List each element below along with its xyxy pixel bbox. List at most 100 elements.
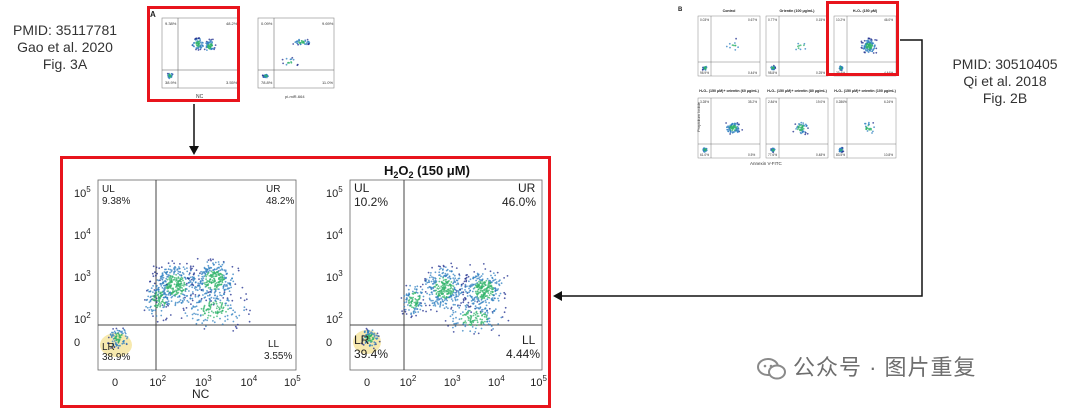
zoom-left-dot bbox=[199, 286, 202, 289]
right-thumb-lr-value: 77.6% bbox=[768, 153, 777, 157]
zoom-right-dot bbox=[462, 293, 464, 296]
right-thumb-dot bbox=[795, 48, 797, 51]
zoom-left-dot bbox=[207, 264, 210, 267]
zoom-left-dot bbox=[163, 296, 165, 299]
right-thumb-dot bbox=[804, 123, 807, 126]
zoom-left-dot bbox=[202, 308, 205, 311]
zoom-right-dot bbox=[492, 272, 495, 274]
zoomed-comparison-box bbox=[60, 156, 551, 408]
zoom-left-dot bbox=[121, 342, 124, 345]
right-thumb-ur-value: 6.24% bbox=[884, 100, 893, 104]
zoom-left-dot bbox=[213, 321, 216, 324]
zoom-right-dot bbox=[461, 287, 463, 290]
zoom-right-dot bbox=[440, 275, 442, 278]
right-thumb-dot bbox=[868, 41, 870, 43]
right-thumb-dot bbox=[874, 39, 876, 41]
right-thumb-dot bbox=[804, 133, 807, 136]
zoom-right-dot bbox=[482, 263, 485, 265]
zoom-left-dot bbox=[193, 312, 196, 315]
zoom-left-dot bbox=[170, 269, 173, 272]
zoom-right-dot bbox=[490, 325, 493, 327]
zoom-left-dot bbox=[152, 275, 155, 278]
zoom-left-dot bbox=[201, 275, 204, 278]
zoom-right-dot bbox=[462, 314, 464, 317]
zoom-left-dot bbox=[224, 302, 227, 305]
zoom-left-dot bbox=[110, 336, 113, 339]
zoom-left-dot bbox=[214, 311, 217, 313]
zoom-right-dot bbox=[439, 305, 441, 308]
left-thumb-2-dot bbox=[264, 75, 266, 78]
zoom-left-dot bbox=[115, 343, 118, 346]
zoom-right-dot bbox=[414, 302, 417, 304]
zoom-right-dot bbox=[459, 288, 462, 291]
zoom-right-dot bbox=[465, 276, 468, 279]
zoom-left-dot bbox=[116, 332, 119, 335]
zoom-left-dot bbox=[203, 297, 206, 299]
zoom-left-ul-value: 9.38% bbox=[102, 196, 130, 207]
right-thumb-dot bbox=[873, 47, 876, 50]
zoom-left-dot bbox=[175, 290, 178, 293]
zoom-left-dot bbox=[190, 278, 193, 281]
zoom-left-dot bbox=[195, 286, 198, 289]
zoom-right-dot bbox=[478, 284, 480, 286]
zoom-right-dot bbox=[464, 286, 467, 289]
right-thumb-dot bbox=[873, 126, 875, 129]
zoom-left-dot bbox=[205, 281, 207, 284]
zoom-right-dot bbox=[480, 299, 483, 301]
zoom-right-dot bbox=[462, 291, 465, 294]
zoom-left-dot bbox=[118, 330, 121, 332]
zoom-left-dot bbox=[220, 312, 223, 314]
right-thumb-ul-value: 0.77% bbox=[768, 18, 777, 22]
zoom-right-dot bbox=[474, 307, 476, 310]
zoom-left-dot bbox=[216, 288, 218, 290]
zoom-right-dot bbox=[453, 274, 456, 277]
zoom-left-dot bbox=[161, 281, 164, 284]
zoom-right-dot bbox=[483, 323, 485, 326]
zoom-left-dot bbox=[219, 272, 222, 275]
zoom-right-dot bbox=[432, 299, 434, 302]
left-thumb-2-dot bbox=[294, 41, 297, 44]
zoom-left-dot bbox=[154, 305, 157, 308]
zoom-left-dot bbox=[125, 342, 128, 345]
zoom-right-dot bbox=[366, 341, 369, 344]
right-thumb-dot bbox=[733, 123, 735, 125]
right-thumb-dot bbox=[703, 67, 706, 70]
zoom-right-dot bbox=[369, 339, 372, 341]
zoom-left-dot bbox=[148, 309, 151, 311]
zoom-left-dot bbox=[188, 277, 190, 280]
right-thumb-dot bbox=[864, 43, 867, 46]
zoom-right-dot bbox=[366, 329, 369, 331]
right-thumb-dot bbox=[864, 48, 867, 51]
right-thumb-ul-value: 3.28% bbox=[700, 100, 709, 104]
right-thumb-dot bbox=[804, 131, 807, 134]
zoom-right-dot bbox=[418, 295, 421, 298]
zoom-left-dot bbox=[225, 310, 227, 313]
zoom-right-dot bbox=[450, 281, 453, 283]
zoom-right-dot bbox=[500, 282, 503, 285]
left-thumb-1-dot bbox=[205, 42, 207, 45]
zoom-right-dot bbox=[428, 293, 431, 296]
zoom-left-dot bbox=[164, 284, 167, 287]
zoom-left-dot bbox=[217, 272, 220, 275]
zoom-left-dot bbox=[208, 294, 211, 297]
zoom-left-dot bbox=[232, 309, 235, 312]
zoom-left-dot bbox=[177, 296, 179, 298]
zoom-left-dot bbox=[216, 297, 218, 299]
y-tick-label: 0 bbox=[74, 337, 80, 349]
zoom-right-dot bbox=[405, 294, 408, 297]
zoom-right-dot bbox=[443, 265, 445, 268]
zoom-left-dot bbox=[163, 306, 166, 308]
zoom-right-dot bbox=[455, 283, 458, 286]
zoom-right-dot bbox=[364, 342, 367, 344]
zoom-right-dot bbox=[429, 286, 432, 289]
left-thumb-1-dots bbox=[166, 37, 217, 80]
zoom-right-dot bbox=[488, 307, 491, 310]
zoom-left-dot bbox=[212, 311, 215, 314]
zoom-right-dot bbox=[481, 297, 484, 300]
zoom-left-dot bbox=[197, 274, 200, 277]
zoom-right-dot bbox=[491, 276, 494, 279]
zoom-right-dot bbox=[491, 281, 493, 284]
zoom-left-dot bbox=[184, 276, 187, 279]
zoom-left-dot bbox=[209, 278, 212, 280]
zoom-right-dot bbox=[491, 293, 494, 296]
